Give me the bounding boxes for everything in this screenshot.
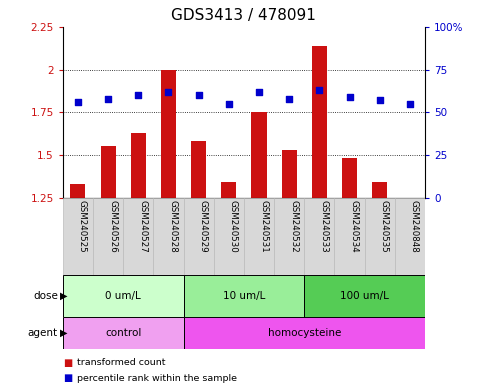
Text: GSM240535: GSM240535 <box>380 200 389 253</box>
Text: ■: ■ <box>63 358 72 368</box>
Text: 0 um/L: 0 um/L <box>105 291 141 301</box>
Bar <box>123 198 154 275</box>
Bar <box>100 146 115 198</box>
Bar <box>342 159 357 198</box>
Text: transformed count: transformed count <box>77 358 166 367</box>
Text: GSM240527: GSM240527 <box>138 200 147 253</box>
Bar <box>304 198 334 275</box>
Point <box>165 89 172 95</box>
Bar <box>184 317 425 349</box>
Text: GSM240531: GSM240531 <box>259 200 268 253</box>
Bar <box>213 198 244 275</box>
Text: GSM240529: GSM240529 <box>199 200 208 253</box>
Bar <box>372 182 387 198</box>
Point <box>74 99 82 105</box>
Text: GSM240530: GSM240530 <box>229 200 238 253</box>
Text: GSM240534: GSM240534 <box>350 200 358 253</box>
Point <box>104 96 112 102</box>
Bar <box>244 198 274 275</box>
Text: dose: dose <box>33 291 58 301</box>
Bar <box>252 112 267 198</box>
Point <box>195 92 202 98</box>
Bar <box>93 198 123 275</box>
Bar <box>365 198 395 275</box>
Point <box>225 101 233 107</box>
Bar <box>63 198 93 275</box>
Bar <box>184 198 213 275</box>
Text: GSM240525: GSM240525 <box>78 200 87 253</box>
Bar <box>282 150 297 198</box>
Text: agent: agent <box>28 328 58 338</box>
Bar <box>63 275 184 317</box>
Text: GSM240533: GSM240533 <box>319 200 328 253</box>
Text: control: control <box>105 328 142 338</box>
Point <box>255 89 263 95</box>
Text: ▶: ▶ <box>60 328 68 338</box>
Title: GDS3413 / 478091: GDS3413 / 478091 <box>171 8 316 23</box>
Bar <box>312 46 327 198</box>
Bar <box>334 198 365 275</box>
Point <box>406 101 414 107</box>
Bar <box>274 198 304 275</box>
Bar <box>304 275 425 317</box>
Text: GSM240848: GSM240848 <box>410 200 419 253</box>
Bar <box>63 317 184 349</box>
Text: 10 um/L: 10 um/L <box>223 291 265 301</box>
Bar <box>191 141 206 198</box>
Bar <box>184 275 304 317</box>
Bar <box>395 198 425 275</box>
Bar <box>71 184 85 198</box>
Bar <box>154 198 184 275</box>
Text: GSM240526: GSM240526 <box>108 200 117 253</box>
Text: ■: ■ <box>63 373 72 383</box>
Text: GSM240528: GSM240528 <box>169 200 177 253</box>
Text: 100 um/L: 100 um/L <box>340 291 389 301</box>
Bar <box>131 133 146 198</box>
Point <box>315 87 323 93</box>
Text: GSM240532: GSM240532 <box>289 200 298 253</box>
Point <box>376 97 384 103</box>
Point <box>346 94 354 100</box>
Text: ▶: ▶ <box>60 291 68 301</box>
Bar <box>161 70 176 198</box>
Bar <box>221 182 236 198</box>
Point <box>285 96 293 102</box>
Text: homocysteine: homocysteine <box>268 328 341 338</box>
Text: percentile rank within the sample: percentile rank within the sample <box>77 374 237 383</box>
Point <box>134 92 142 98</box>
